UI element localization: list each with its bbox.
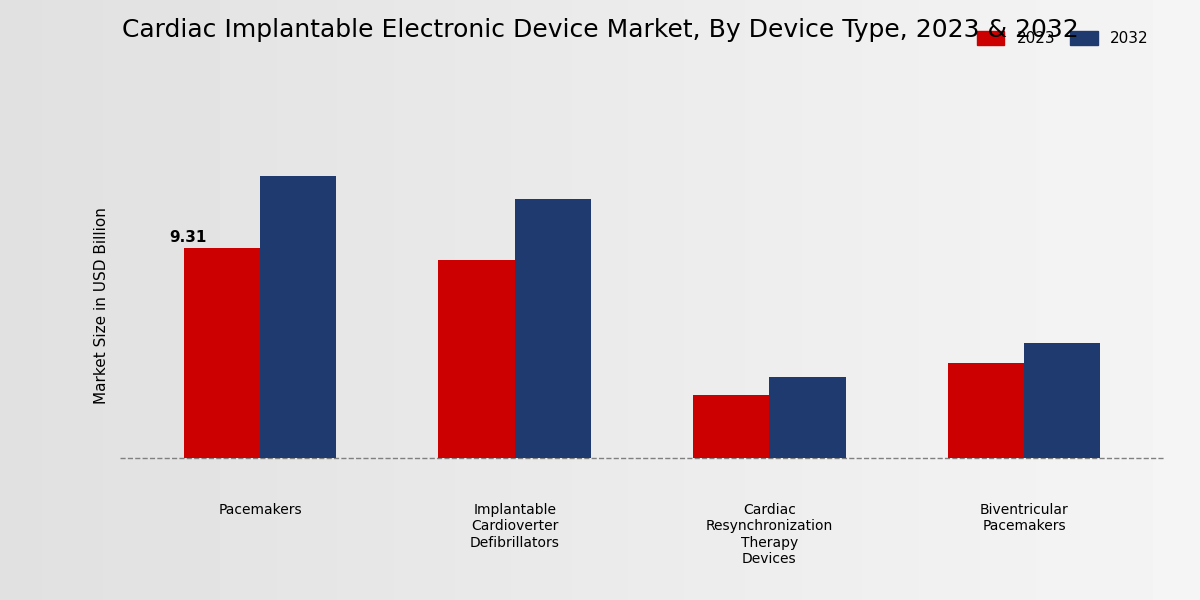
Bar (515, 199, 592, 458)
Text: Cardiac Implantable Electronic Device Market, By Device Type, 2023 & 2032: Cardiac Implantable Electronic Device Ma… (121, 18, 1079, 42)
Bar (769, 377, 846, 458)
Bar (438, 260, 515, 458)
Bar (260, 176, 336, 458)
Bar (948, 364, 1024, 458)
Legend: 2023, 2032: 2023, 2032 (970, 23, 1157, 54)
Text: 9.31: 9.31 (169, 230, 206, 245)
Bar (1024, 343, 1100, 458)
Bar (184, 248, 260, 458)
Bar (692, 395, 769, 458)
Y-axis label: Market Size in USD Billion: Market Size in USD Billion (94, 208, 109, 404)
